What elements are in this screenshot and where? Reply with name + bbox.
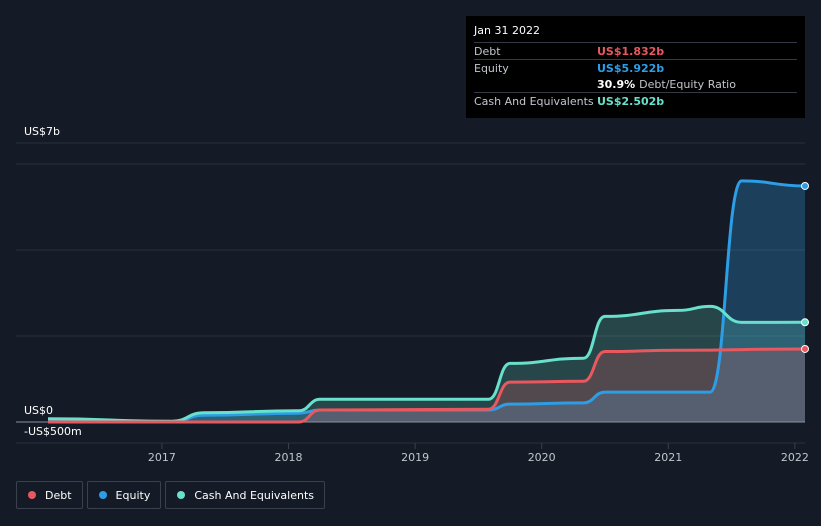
legend-label-debt: Debt xyxy=(45,488,72,502)
legend-dot-debt xyxy=(28,491,36,499)
series-lines xyxy=(47,179,806,424)
tooltip-row-debt: Debt US$1.832b xyxy=(474,42,797,59)
legend-item-equity[interactable]: Equity xyxy=(86,481,162,509)
y-label-top: US$7b xyxy=(24,125,60,138)
endpoint-debt xyxy=(801,344,809,353)
tooltip-date: Jan 31 2022 xyxy=(474,24,540,37)
legend-label-equity: Equity xyxy=(115,488,151,502)
series-areas xyxy=(48,180,805,422)
tooltip-value-equity: US$5.922b xyxy=(597,61,665,75)
x-tick-label-2019: 2019 xyxy=(401,451,429,464)
area-debt xyxy=(48,349,805,422)
x-tick-label-2022: 2022 xyxy=(781,451,809,464)
area-equity xyxy=(48,180,805,422)
tooltip-label-debt: Debt xyxy=(474,44,501,58)
legend-item-cash[interactable]: Cash And Equivalents xyxy=(165,481,325,509)
y-label-zero: US$0 xyxy=(24,404,53,417)
endpoint-equity xyxy=(801,181,809,190)
tooltip-value-cash: US$2.502b xyxy=(597,94,665,108)
legend-dot-equity xyxy=(98,491,107,499)
tooltip-row-equity: Equity US$5.922b xyxy=(474,59,797,76)
tooltip-ratio-label: Debt/Equity Ratio xyxy=(639,77,736,91)
tooltip-ratio-value: 30.9% xyxy=(597,77,636,91)
series-endpoints xyxy=(801,181,809,353)
tooltip-value-debt: US$1.832b xyxy=(597,44,665,58)
x-tick-label-2017: 2017 xyxy=(148,451,176,464)
endpoint-cash-and-equivalents xyxy=(801,318,809,327)
data-tooltip: Jan 31 2022 Debt US$1.832b Equity US$5.9… xyxy=(466,16,805,118)
line-cash-and-equivalents xyxy=(47,304,806,423)
line-equity xyxy=(47,179,806,424)
legend-dot-cash xyxy=(177,491,186,499)
line-debt xyxy=(47,347,806,424)
tooltip-row-ratio: 30.9% Debt/Equity Ratio xyxy=(474,76,797,92)
y-label-bottom: -US$500m xyxy=(24,425,82,438)
x-tick-label-2021: 2021 xyxy=(654,451,682,464)
tooltip-label-cash: Cash And Equivalents xyxy=(474,94,594,108)
tooltip-label-equity: Equity xyxy=(474,61,509,75)
chart-legend: Debt Equity Cash And Equivalents xyxy=(16,481,325,509)
tooltip-row-cash: Cash And Equivalents US$2.502b xyxy=(474,92,797,109)
x-axis: 2017 2018 2019 2020 2021 2022 xyxy=(148,443,809,464)
x-tick-label-2020: 2020 xyxy=(528,451,556,464)
legend-item-debt[interactable]: Debt xyxy=(16,481,83,509)
x-tick-label-2018: 2018 xyxy=(275,451,303,464)
y-axis-labels: US$7b US$0 -US$500m xyxy=(24,125,82,438)
legend-label-cash: Cash And Equivalents xyxy=(194,488,314,502)
